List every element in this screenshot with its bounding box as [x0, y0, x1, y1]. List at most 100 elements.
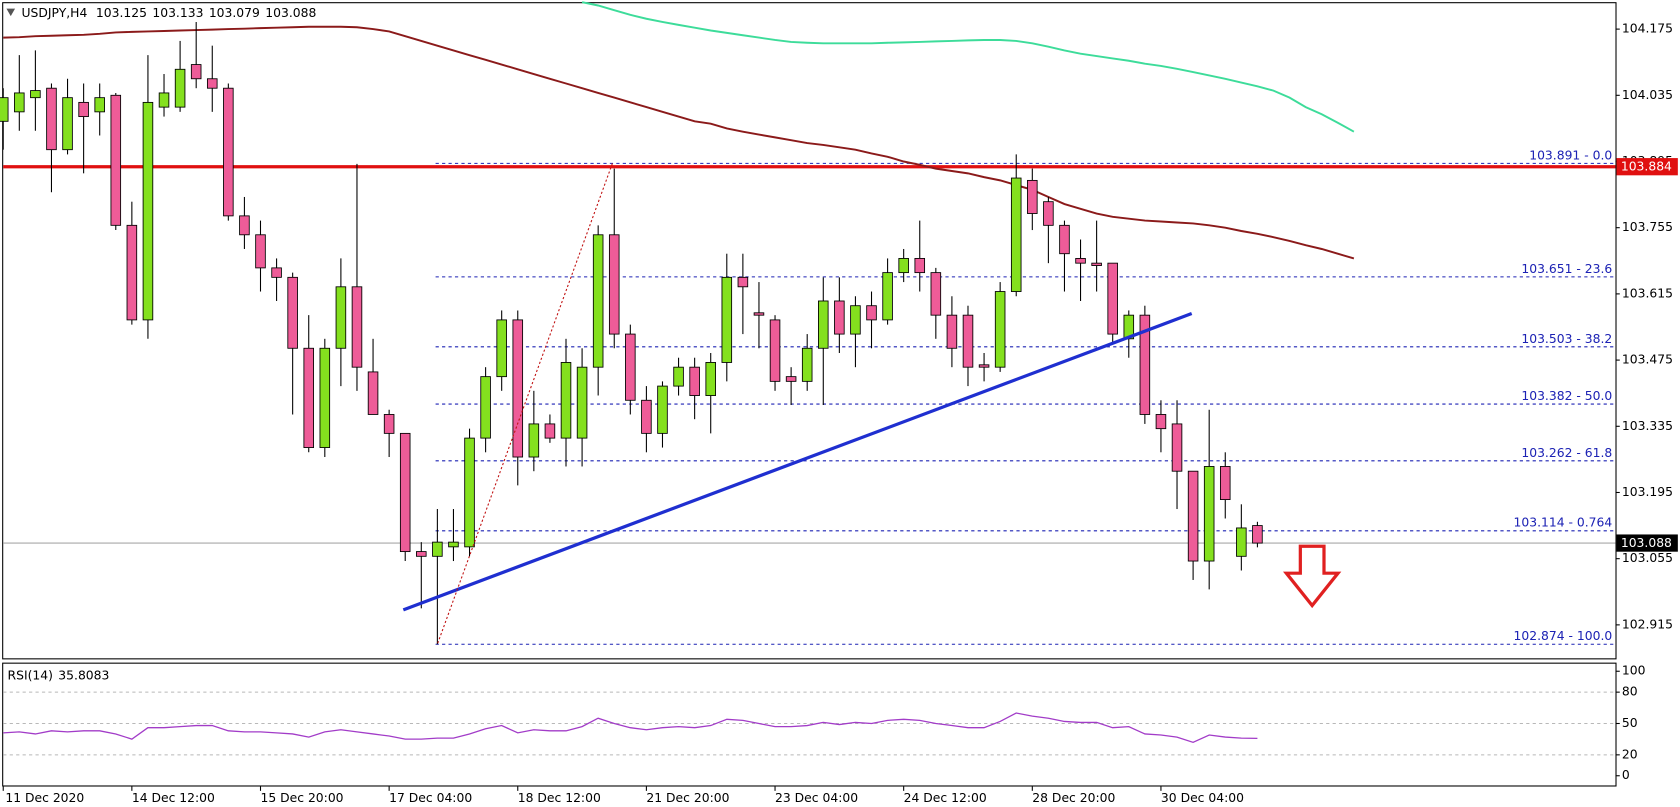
y-tick-label: 103.475 — [1622, 353, 1673, 367]
down-arrow — [1282, 544, 1342, 609]
rsi-tick-label: 20 — [1622, 747, 1638, 761]
candle-body — [62, 97, 73, 151]
candle-body — [1236, 527, 1247, 557]
candle-body — [0, 97, 9, 122]
candle-body — [271, 267, 282, 278]
candle-body — [1219, 466, 1231, 501]
candle-body — [753, 312, 765, 316]
candle-body — [689, 366, 700, 396]
candle-body — [94, 97, 105, 113]
candle-body — [158, 92, 170, 108]
fib-diagonal — [437, 161, 614, 644]
candle-body — [705, 362, 716, 396]
rsi-pane — [2, 662, 1617, 787]
header-low: 103.079 — [209, 5, 260, 19]
symbol: USDJPY,H4 — [22, 5, 88, 19]
x-tick-label: 30 Dec 04:00 — [1161, 791, 1244, 805]
tag-layer: 103.884 103.088 — [1616, 158, 1678, 552]
candle-body — [432, 541, 443, 557]
candle-body — [110, 94, 122, 226]
candle-body — [544, 423, 556, 439]
candle-body — [142, 101, 154, 321]
y-tick-label: 103.195 — [1622, 485, 1673, 499]
candle-body — [608, 234, 620, 335]
candle-body — [319, 347, 331, 448]
candle-body — [592, 234, 604, 368]
y-tick-label: 103.755 — [1622, 220, 1673, 234]
candle-body — [480, 376, 491, 439]
candle-body — [1139, 314, 1151, 415]
candle-body — [255, 234, 266, 269]
rsi-label: RSI(14) — [8, 668, 53, 682]
candle-body — [126, 224, 138, 321]
header-open: 103.125 — [96, 5, 147, 19]
candle-body — [1171, 423, 1183, 472]
fib-label: 103.382 - 50.0 — [1521, 389, 1612, 403]
candle-body — [882, 272, 893, 321]
candle-body — [994, 291, 1006, 368]
y-tick-label: 103.055 — [1622, 551, 1673, 565]
chart-header: USDJPY,H4 103.125 103.133 103.079 103.088 — [22, 5, 317, 19]
candle-body — [335, 286, 347, 349]
resistance-tag-bg — [1616, 158, 1678, 176]
rsi-line — [3, 712, 1258, 744]
candle-body — [801, 347, 813, 382]
x-tick-label: 14 Dec 12:00 — [132, 791, 215, 805]
x-tick-label: 23 Dec 04:00 — [775, 791, 858, 805]
fib-label: 103.503 - 38.2 — [1521, 332, 1612, 346]
candle-body — [1203, 466, 1215, 562]
rsi-header: RSI(14) 35.8083 — [8, 668, 110, 682]
x-tick-label: 17 Dec 04:00 — [389, 791, 472, 805]
candle-body — [416, 551, 427, 557]
header-close: 103.088 — [265, 5, 316, 19]
candle-body — [190, 64, 202, 80]
y-tick-label: 104.175 — [1622, 22, 1673, 36]
candle-body — [464, 437, 475, 548]
candle-body — [1027, 179, 1038, 214]
candle-body — [287, 276, 298, 349]
candle-body — [448, 541, 459, 548]
candle-body — [1043, 201, 1054, 226]
candle-body — [930, 272, 942, 316]
y-tick-label: 102.915 — [1622, 617, 1673, 631]
candle-body — [818, 300, 829, 349]
candle-body — [721, 276, 733, 363]
header-high: 103.133 — [152, 5, 203, 19]
candle-body — [1091, 262, 1102, 266]
rsi-value: 35.8083 — [58, 668, 109, 682]
candle-body — [496, 319, 507, 378]
candle-body — [206, 78, 218, 89]
candle-body — [946, 314, 958, 349]
candle-body — [383, 414, 395, 434]
x-tick-label: 24 Dec 12:00 — [904, 791, 987, 805]
candle-body — [223, 87, 234, 217]
candle-body — [78, 101, 89, 118]
candle-body — [239, 215, 250, 236]
candle-body — [1252, 525, 1263, 544]
moving-average — [3, 25, 1355, 260]
candle-body — [673, 366, 684, 387]
rsi-tick-label: 100 — [1622, 664, 1646, 678]
resistance-tag: 103.884 — [1621, 160, 1672, 174]
x-tick-label: 18 Dec 12:00 — [518, 791, 601, 805]
candle-body — [962, 314, 974, 368]
rsi-tick-label: 0 — [1622, 768, 1630, 782]
symbol-icon — [6, 8, 16, 17]
candle-body — [1059, 224, 1070, 255]
y-tick-label: 104.035 — [1622, 88, 1673, 102]
fib-label: 103.651 - 23.6 — [1521, 262, 1612, 276]
candle-body — [46, 87, 57, 151]
candle-body — [834, 300, 845, 335]
fib-label: 103.262 - 61.8 — [1521, 446, 1612, 460]
x-tick-label: 28 Dec 20:00 — [1032, 791, 1115, 805]
current-price-tag: 103.088 — [1621, 536, 1672, 550]
candle-body — [174, 68, 186, 108]
trend-line — [402, 312, 1193, 612]
candle-body — [641, 399, 652, 434]
candle-body — [785, 376, 797, 382]
current-price-tag-bg — [1616, 534, 1678, 552]
candle-body — [1187, 470, 1199, 562]
